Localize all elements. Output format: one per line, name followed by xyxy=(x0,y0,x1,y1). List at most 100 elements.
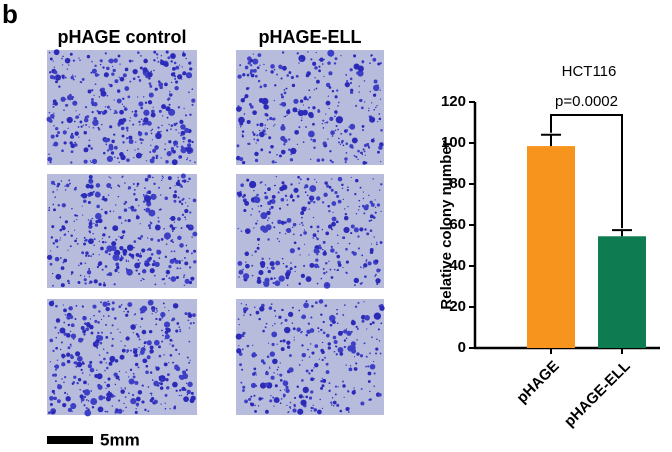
micrograph xyxy=(47,174,197,288)
colony xyxy=(90,225,93,228)
colony xyxy=(271,222,274,224)
colony xyxy=(335,353,338,356)
colony xyxy=(376,282,379,286)
colony xyxy=(152,401,156,405)
colony xyxy=(238,345,240,347)
colony xyxy=(373,79,378,84)
colony xyxy=(341,139,344,143)
colony xyxy=(108,235,111,238)
colony xyxy=(120,235,124,240)
colony xyxy=(89,191,94,196)
colony xyxy=(310,316,313,319)
colony xyxy=(300,211,305,216)
colony xyxy=(170,81,173,84)
colony xyxy=(190,252,193,255)
colony xyxy=(97,384,103,390)
colony xyxy=(323,192,328,198)
colony xyxy=(156,249,162,255)
colony xyxy=(182,51,185,53)
colony xyxy=(184,312,188,316)
colony xyxy=(56,189,58,191)
colony xyxy=(158,376,161,378)
y-tick-label: 20 xyxy=(449,298,466,315)
colony xyxy=(301,359,303,361)
colony xyxy=(372,360,375,363)
colony xyxy=(327,49,335,57)
colony xyxy=(64,314,67,316)
colony xyxy=(284,194,288,198)
colony xyxy=(90,98,94,102)
colony xyxy=(280,322,283,324)
colony xyxy=(283,89,286,91)
colony xyxy=(256,66,260,70)
colony xyxy=(75,110,77,112)
significance-bracket xyxy=(550,114,623,229)
colony xyxy=(94,73,99,77)
colony xyxy=(81,362,85,365)
colony xyxy=(252,352,256,356)
colony xyxy=(172,67,176,71)
colony xyxy=(160,403,162,405)
colony xyxy=(83,117,89,123)
colony xyxy=(170,60,173,63)
colony xyxy=(92,304,97,309)
colony xyxy=(373,108,376,111)
colony xyxy=(313,89,316,91)
colony xyxy=(327,95,329,97)
colony xyxy=(260,100,262,103)
colony xyxy=(150,253,154,256)
colony xyxy=(301,352,307,358)
colony xyxy=(310,58,313,61)
colony xyxy=(342,384,346,388)
colony xyxy=(259,382,267,389)
colony xyxy=(63,109,65,112)
colony xyxy=(321,377,323,379)
colony xyxy=(144,132,148,136)
colony xyxy=(175,329,179,333)
colony xyxy=(158,317,162,321)
colony xyxy=(90,331,94,335)
colony xyxy=(191,103,194,106)
colony xyxy=(102,195,105,199)
colony xyxy=(125,267,128,270)
colony xyxy=(163,227,166,230)
colony xyxy=(190,391,194,395)
colony xyxy=(247,142,249,145)
colony xyxy=(99,59,103,63)
colony xyxy=(65,396,71,402)
colony xyxy=(375,278,381,284)
colony xyxy=(83,333,86,336)
colony xyxy=(183,396,189,403)
colony xyxy=(278,154,282,158)
colony xyxy=(96,373,103,380)
colony xyxy=(378,393,382,397)
colony xyxy=(243,312,246,314)
colony xyxy=(164,82,168,87)
colony xyxy=(76,381,79,385)
colony xyxy=(262,361,266,365)
colony xyxy=(133,156,135,159)
colony xyxy=(271,160,275,164)
colony xyxy=(182,136,186,140)
colony xyxy=(186,393,189,396)
colony xyxy=(278,275,285,282)
colony xyxy=(322,141,327,146)
colony xyxy=(100,123,103,126)
colony xyxy=(376,268,381,273)
colony xyxy=(244,94,249,99)
y-tick-label: 60 xyxy=(449,216,466,233)
colony xyxy=(84,282,87,285)
colony xyxy=(369,229,373,233)
colony xyxy=(155,154,159,158)
colony xyxy=(64,57,71,64)
colony xyxy=(337,128,340,131)
colony xyxy=(166,98,169,101)
colony xyxy=(155,311,157,314)
colony xyxy=(185,218,187,220)
colony xyxy=(120,340,122,342)
colony xyxy=(171,227,175,231)
colony xyxy=(253,227,255,229)
colony xyxy=(257,205,259,207)
colony xyxy=(189,159,191,162)
